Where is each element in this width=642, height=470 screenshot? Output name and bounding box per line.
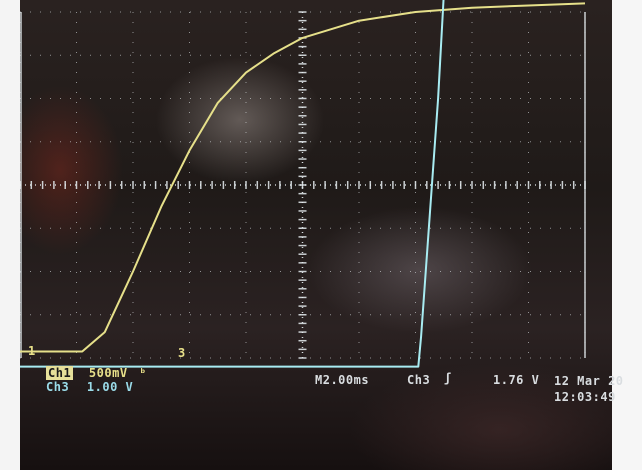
scope-bezel-left <box>0 0 20 470</box>
ch3-scale: 1.00 V <box>86 380 134 394</box>
scope-bezel-right <box>612 0 642 470</box>
waveform-traces <box>20 0 586 368</box>
time-readout: 12:03:49 <box>554 390 616 404</box>
ch1-readout: Ch1 500mV ᵇ <box>46 366 147 380</box>
timebase-readout: M2.00ms <box>315 373 370 387</box>
ch3-label: Ch3 <box>46 380 70 394</box>
trace-ch3 <box>20 0 445 368</box>
ch3-readout: Ch3 1.00 V <box>46 380 133 394</box>
bandwidth-limit-icon: ᵇ <box>139 366 148 380</box>
ch1-label: Ch1 <box>46 366 74 380</box>
trigger-source: Ch3 <box>407 373 431 387</box>
ch1-scale: 500mV <box>88 366 128 380</box>
waveform-display <box>20 0 586 368</box>
date-readout: 12 Mar 20 <box>554 374 624 388</box>
ch3-ground-marker: 3 <box>178 346 186 360</box>
trigger-level: 1.76 V <box>493 373 540 387</box>
graticule <box>20 11 586 359</box>
rising-edge-icon: ʃ <box>444 371 452 385</box>
trace-ch1 <box>20 2 586 353</box>
oscilloscope-screen: 1 3 Ch1 500mV ᵇ Ch3 1.00 V M2.00ms Ch3 ʃ… <box>20 0 623 470</box>
ch1-ground-marker: 1 <box>28 344 36 358</box>
